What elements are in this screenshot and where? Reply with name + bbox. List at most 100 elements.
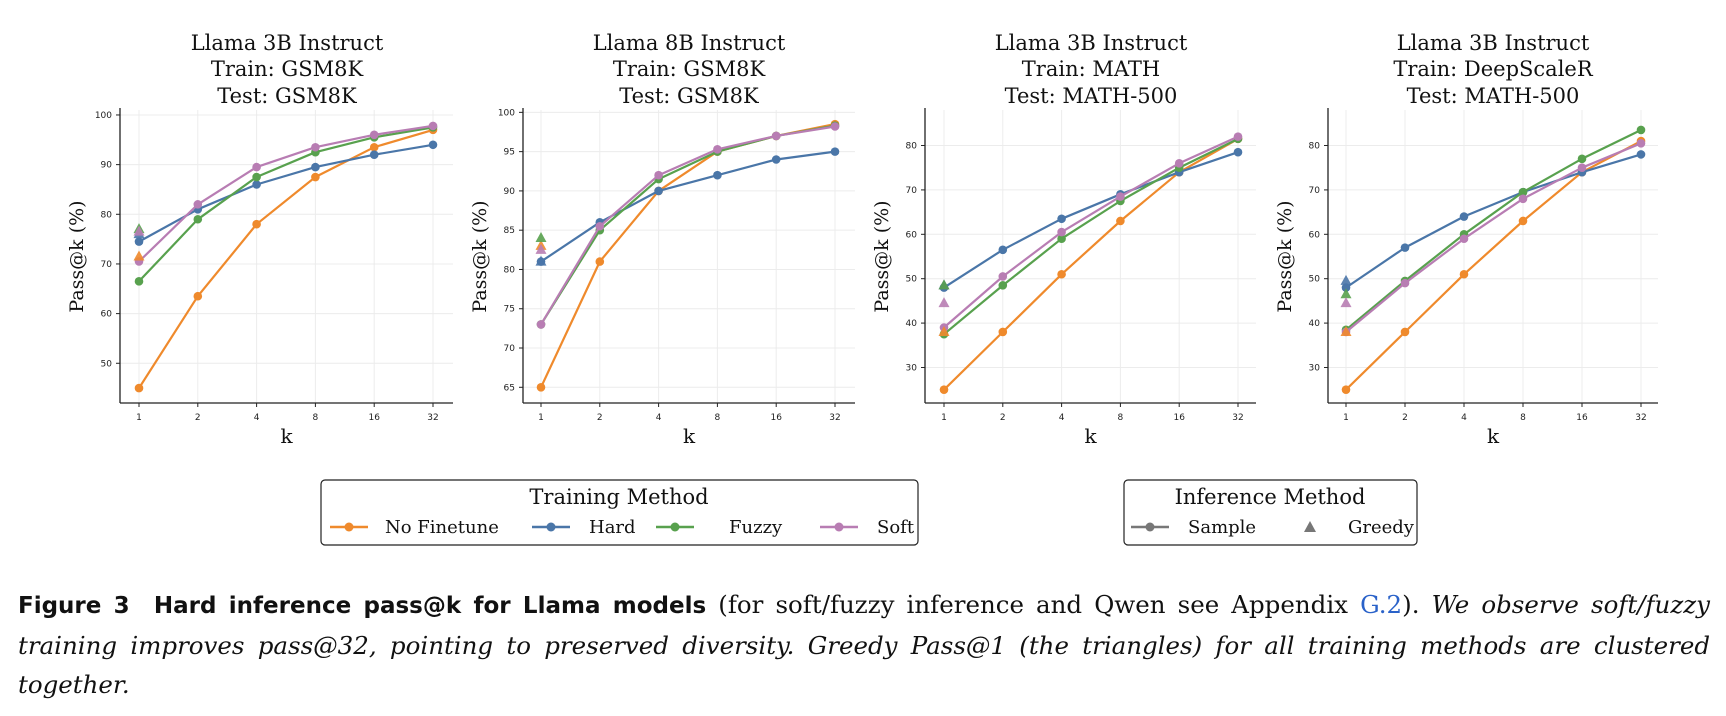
point-no-finetune-k8 <box>1518 216 1528 226</box>
legend-fuzzy-label: Fuzzy <box>729 517 783 538</box>
y-tick-label-65: 65 <box>504 383 515 393</box>
point-soft-k2 <box>1400 278 1410 288</box>
series-line-fuzzy <box>1345 129 1642 331</box>
legend-inference-title: Inference Method <box>1175 485 1366 509</box>
point-soft-k4 <box>654 170 663 180</box>
series-line-hard <box>138 143 434 243</box>
point-soft-k32 <box>1636 138 1646 148</box>
greedy-marker-no-finetune <box>938 325 950 336</box>
point-soft-k4 <box>252 162 261 172</box>
point-soft-k2 <box>595 221 605 231</box>
greedy-marker-hard <box>1340 274 1352 285</box>
series-line-hard <box>1345 153 1642 289</box>
x-tick-label-2: 2 <box>1402 413 1408 423</box>
point-soft-k32 <box>428 121 438 131</box>
y-tick-label-70: 70 <box>906 186 918 196</box>
greedy-marker-fuzzy <box>938 279 950 290</box>
legend-item-greedy: Greedy <box>1304 517 1415 538</box>
panel-2: 65 70 75 80 85 90 95 100 1 2 4 8 16 32 Llama 8B Instru… <box>469 31 855 448</box>
y-axis-label: Pass@k (%) <box>469 200 491 312</box>
y-tick-label-80: 80 <box>1309 142 1321 152</box>
y-tick-label-70: 70 <box>504 344 516 354</box>
legend-inference: Inference Method Sample Greedy <box>1123 479 1418 546</box>
point-hard-k8 <box>311 162 320 172</box>
chart-title-line-2: Train: MATH <box>1022 57 1160 81</box>
series-line-soft <box>1345 142 1642 333</box>
point-soft-k1 <box>536 320 546 329</box>
legend-hard-marker <box>546 522 556 532</box>
x-tick-label-32: 32 <box>1232 413 1243 423</box>
point-soft-k2 <box>998 272 1008 281</box>
series-line-no-finetune <box>138 128 434 389</box>
point-soft-k2 <box>193 200 203 209</box>
point-fuzzy-k8 <box>1518 187 1528 197</box>
y-tick-label-30: 30 <box>906 363 918 373</box>
point-fuzzy-k4 <box>1057 234 1066 244</box>
point-hard-k4 <box>1057 214 1066 224</box>
series-line-fuzzy <box>943 137 1239 336</box>
y-tick-label-85: 85 <box>504 226 515 236</box>
legend-greedy-label: Greedy <box>1348 517 1415 538</box>
x-tick-label-16: 16 <box>368 413 380 423</box>
figure-caption: Figure 3 Hard inference pass@k for Llama… <box>18 585 1710 704</box>
point-hard-k16 <box>771 155 781 164</box>
point-fuzzy-k2 <box>998 281 1008 290</box>
x-tick-label-2: 2 <box>195 413 201 423</box>
point-hard-k8 <box>713 170 722 180</box>
point-hard-k32 <box>1636 150 1646 159</box>
x-tick-label-1: 1 <box>941 413 947 423</box>
legend-training: Training Method No Finetune Hard Fuzzy S… <box>320 479 919 546</box>
series-line-hard <box>540 150 836 263</box>
point-soft-k8 <box>713 144 722 154</box>
x-axis-label: k <box>1084 424 1097 448</box>
point-hard-k4 <box>252 180 261 189</box>
point-hard-k2 <box>998 245 1008 255</box>
point-hard-k4 <box>654 186 663 196</box>
x-tick-label-16: 16 <box>1173 413 1185 423</box>
chart-title-line-1: Llama 3B Instruct <box>995 31 1188 55</box>
caption-appendix-link[interactable]: G.2 <box>1360 590 1403 619</box>
y-tick-label-100: 100 <box>498 108 515 118</box>
x-tick-label-32: 32 <box>1635 413 1646 423</box>
point-no-finetune-k1 <box>536 382 546 392</box>
y-tick-label-60: 60 <box>1309 230 1321 240</box>
point-no-finetune-k2 <box>595 257 605 266</box>
legend-hard-label: Hard <box>589 517 636 538</box>
point-fuzzy-k16 <box>1577 154 1587 164</box>
x-axis-label: k <box>1487 424 1500 448</box>
point-fuzzy-k32 <box>1636 125 1646 135</box>
caption-title: Hard inference pass@k for Llama models <box>153 593 707 619</box>
y-tick-label-60: 60 <box>101 310 113 320</box>
legend-item-no-finetune: No Finetune <box>330 517 499 538</box>
legend-item-soft: Soft <box>820 517 915 538</box>
legend-greedy-marker <box>1304 521 1316 532</box>
x-tick-label-1: 1 <box>1343 413 1349 423</box>
legend-item-hard: Hard <box>532 517 636 538</box>
legend-no-finetune-marker <box>344 522 354 532</box>
greedy-marker-no-finetune <box>1340 325 1352 336</box>
y-tick-label-30: 30 <box>1309 363 1321 373</box>
x-tick-label-4: 4 <box>656 413 662 423</box>
chart-title-line-3: Test: GSM8K <box>217 84 357 108</box>
point-hard-k1 <box>1341 283 1351 292</box>
chart-title-line-2: Train: GSM8K <box>613 57 766 81</box>
y-tick-label-40: 40 <box>906 319 918 329</box>
point-hard-k32 <box>830 147 840 156</box>
greedy-marker-fuzzy <box>1340 288 1352 299</box>
legend-sample-marker <box>1145 522 1155 532</box>
greedy-marker-hard <box>535 255 547 266</box>
y-tick-label-50: 50 <box>906 275 918 285</box>
legend-soft-label: Soft <box>877 517 915 538</box>
chart-title-line-3: Test: GSM8K <box>619 84 759 108</box>
x-tick-label-8: 8 <box>313 413 319 423</box>
greedy-marker-no-finetune <box>133 250 145 261</box>
greedy-marker-soft <box>133 225 145 236</box>
point-soft-k16 <box>771 131 781 141</box>
greedy-marker-fuzzy <box>535 232 547 243</box>
series-line-no-finetune <box>943 137 1239 391</box>
point-soft-k8 <box>1518 194 1528 204</box>
greedy-marker-soft <box>938 297 950 308</box>
y-tick-label-95: 95 <box>504 148 515 158</box>
panel-3: 30 40 50 60 70 80 1 2 4 8 16 32 Llama 3B InstructTra… <box>871 31 1256 448</box>
series-line-soft <box>943 135 1239 329</box>
